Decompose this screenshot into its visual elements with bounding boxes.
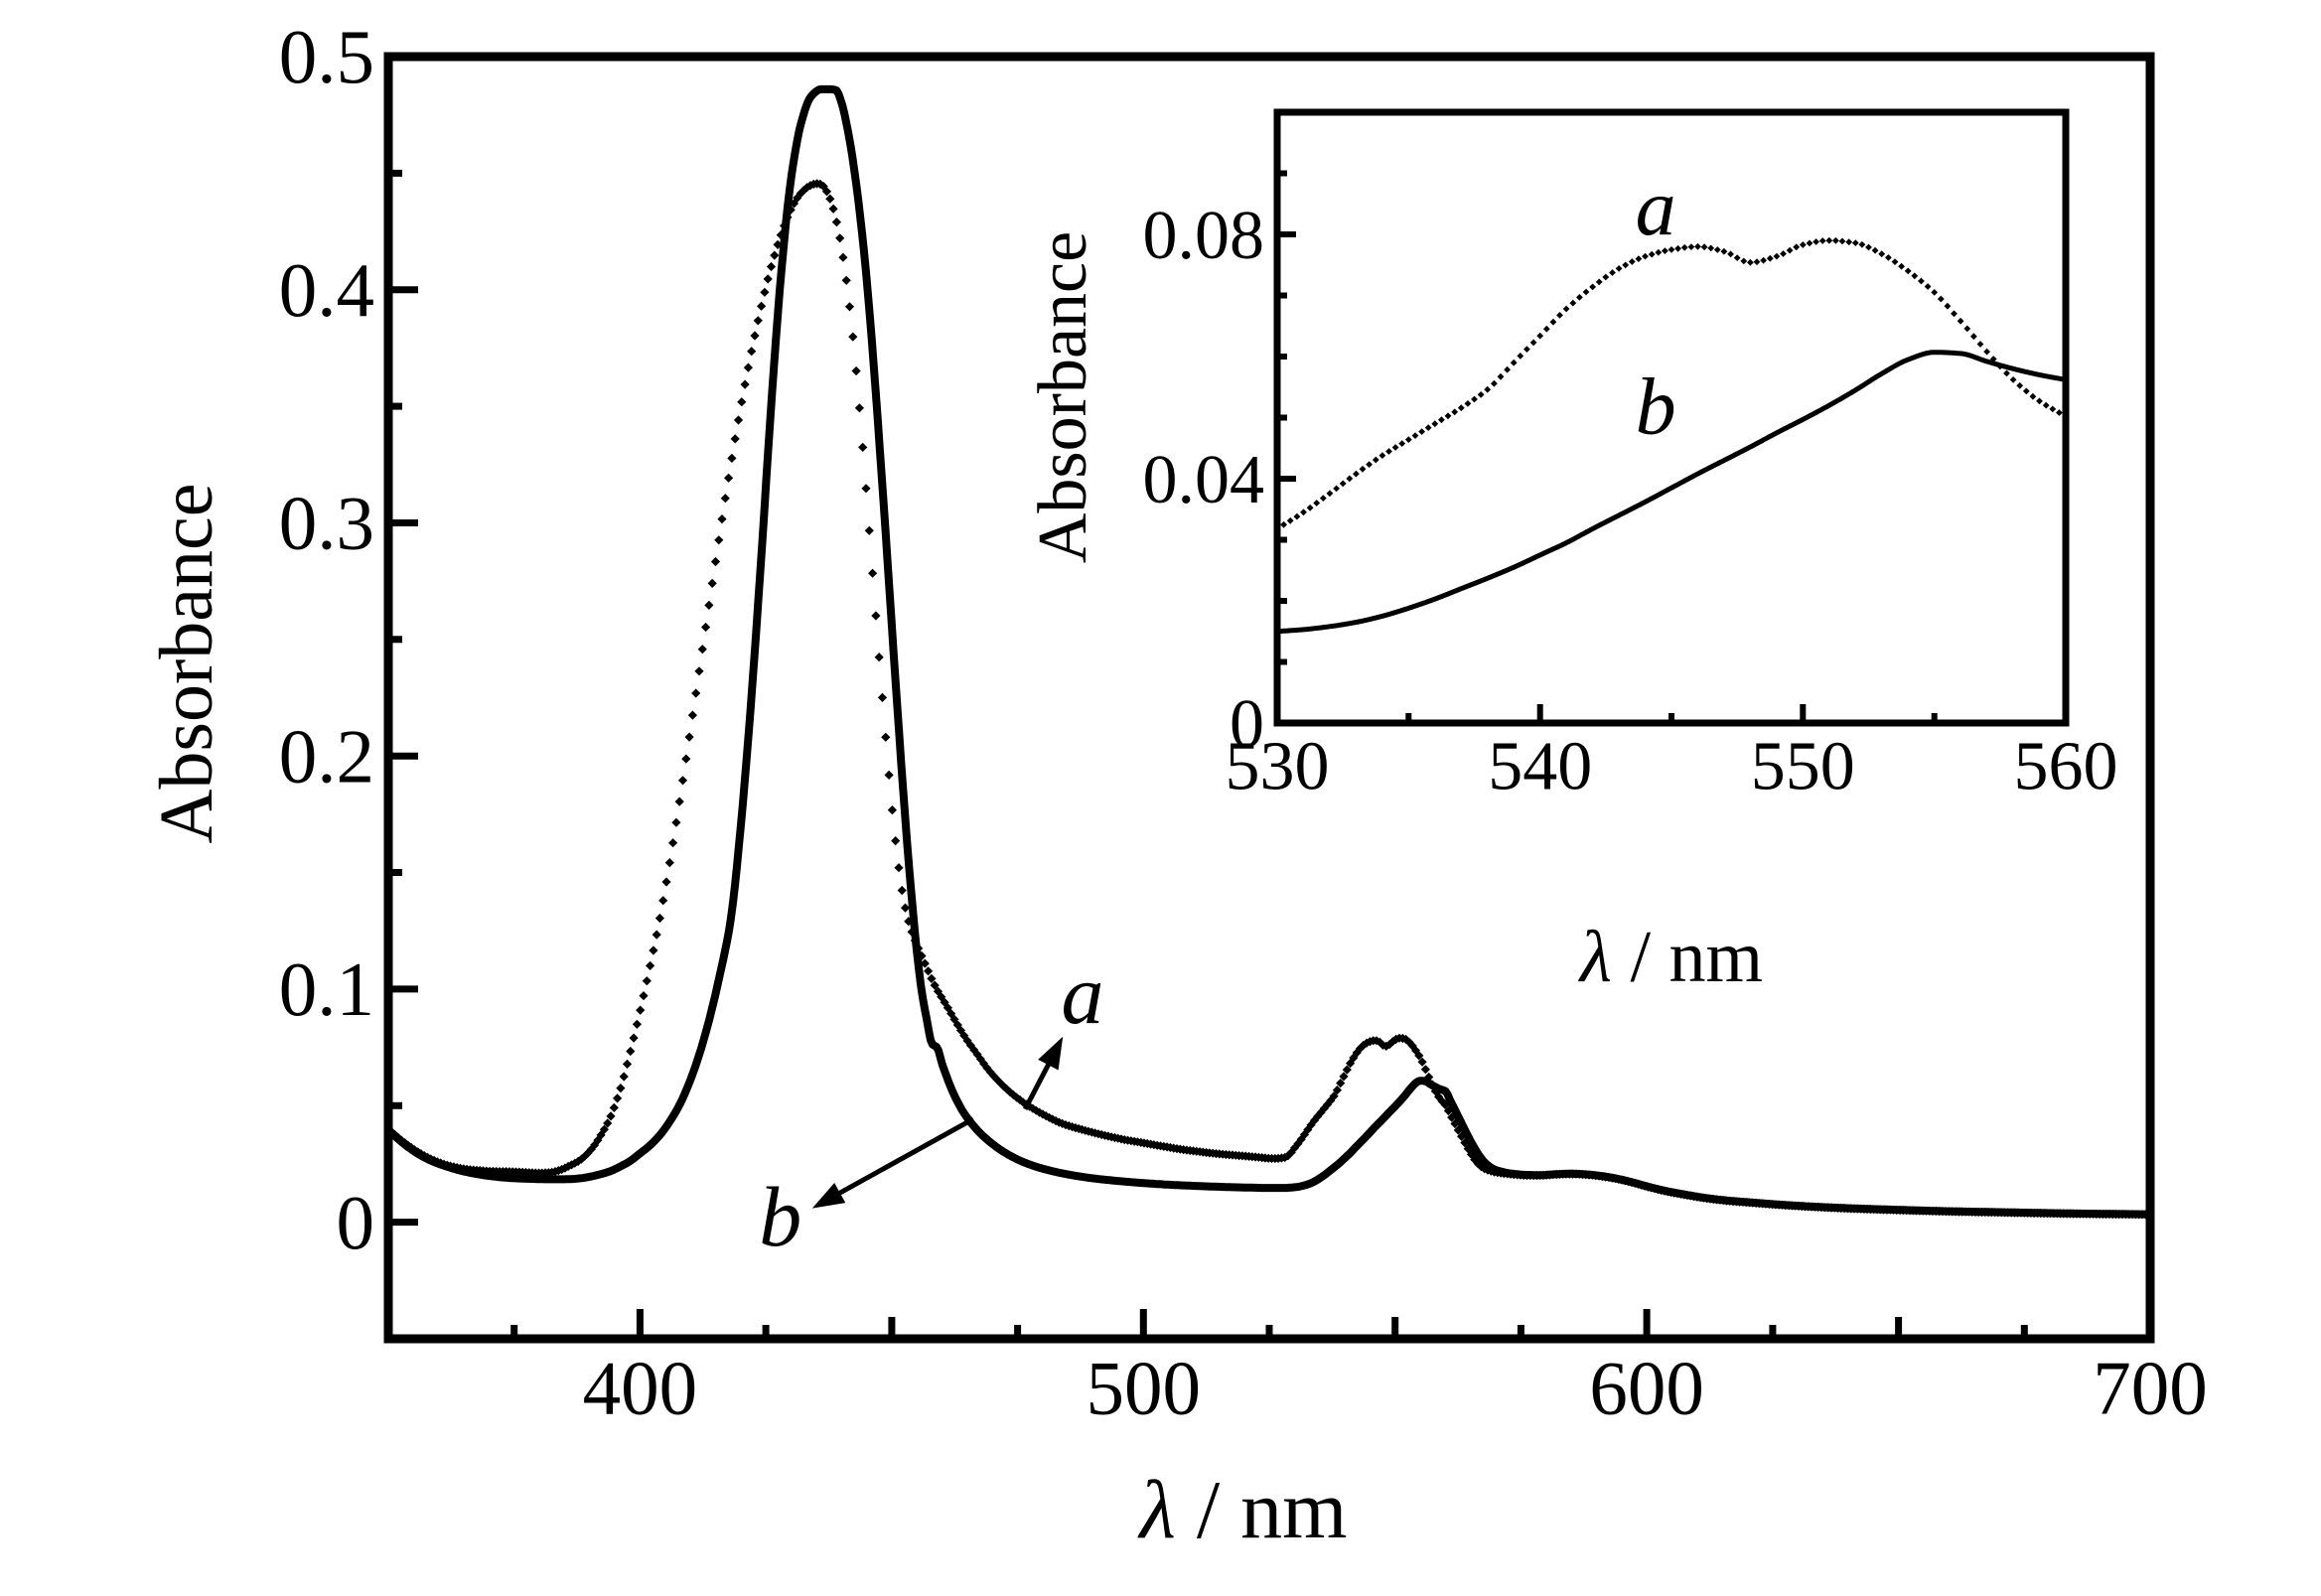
- inset-x-tick-label-560: 560: [2014, 728, 2118, 804]
- main-curve-label-a: a: [1062, 946, 1104, 1042]
- main-x-tick-label-500: 500: [1087, 1345, 1202, 1430]
- main-x-ticks: [510, 1309, 2154, 1339]
- inset-y-tick-label-0.04: 0.04: [1143, 442, 1265, 518]
- inset-x-ticks: [1274, 704, 2069, 723]
- inset-y-axis-title: Absorbance: [1025, 231, 1101, 563]
- main-y-tick-label-0.1: 0.1: [279, 946, 374, 1032]
- inset-x-axis-title: λ / nm: [1578, 917, 1763, 998]
- inset-x-tick-label-550: 550: [1751, 728, 1855, 804]
- annotation-arrow-a: [1022, 1060, 1053, 1110]
- main-y-tick-label-0: 0: [337, 1180, 375, 1265]
- main-x-tick-label-600: 600: [1589, 1345, 1704, 1430]
- main-y-tick-label-0.5: 0.5: [279, 14, 374, 99]
- inset-y-tick-labels: 0 0.04 0.08: [1143, 198, 1265, 763]
- inset-x-tick-labels: 530 540 550 560: [1226, 728, 2118, 804]
- main-x-tick-label-700: 700: [2093, 1345, 2208, 1430]
- main-curve-b: [384, 84, 2154, 1219]
- inset-x-tick-label-540: 540: [1488, 728, 1592, 804]
- inset-curve-b: [1274, 350, 2069, 635]
- annotation-arrowhead-b: [811, 1183, 846, 1209]
- annotation-arrow-b: [835, 1116, 975, 1198]
- main-y-tick-labels: 0 0.1 0.2 0.3 0.4 0.5: [279, 14, 374, 1265]
- inset-x-tick-label-530: 530: [1226, 728, 1330, 804]
- main-curve-label-b: b: [759, 1169, 801, 1264]
- main-y-tick-label-0.3: 0.3: [279, 481, 374, 566]
- main-x-axis-title: λ / nm: [1136, 1464, 1347, 1556]
- inset-curve-label-a: a: [1636, 162, 1676, 252]
- main-x-tick-labels: 400 500 600 700: [583, 1345, 2208, 1430]
- inset-y-tick-label-0: 0: [1230, 686, 1264, 763]
- main-y-axis-title: Absorbance: [145, 484, 228, 844]
- main-y-tick-label-0.4: 0.4: [279, 247, 374, 333]
- main-y-tick-label-0.2: 0.2: [279, 713, 374, 798]
- main-curve-a-markers: [383, 179, 2154, 1220]
- inset-y-ticks: [1277, 170, 1296, 726]
- main-y-ticks: [388, 53, 418, 1227]
- main-x-tick-label-400: 400: [583, 1345, 698, 1430]
- main-plot: 400 500 600 700 0 0.1 0.2 0.3 0.4 0.5 λ / nm Absorb…: [145, 14, 2208, 1556]
- inset-curve-label-b: b: [1636, 362, 1676, 452]
- inset-plot: 530 540 550 560 0 0.04 0.08 λ / nm Absorbance a b: [1025, 108, 2118, 998]
- inset-y-tick-label-0.08: 0.08: [1143, 198, 1265, 274]
- annotation-arrowhead-a: [1038, 1036, 1064, 1071]
